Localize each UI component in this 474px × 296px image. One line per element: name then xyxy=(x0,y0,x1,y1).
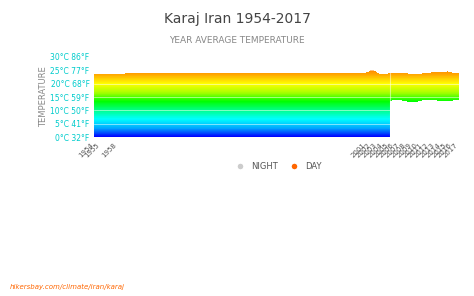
Text: YEAR AVERAGE TEMPERATURE: YEAR AVERAGE TEMPERATURE xyxy=(169,36,305,44)
Y-axis label: TEMPERATURE: TEMPERATURE xyxy=(39,67,48,127)
Text: Karaj Iran 1954-2017: Karaj Iran 1954-2017 xyxy=(164,12,310,26)
Text: hikersbay.com/climate/iran/karaj: hikersbay.com/climate/iran/karaj xyxy=(9,284,125,290)
Legend: NIGHT, DAY: NIGHT, DAY xyxy=(228,159,325,175)
